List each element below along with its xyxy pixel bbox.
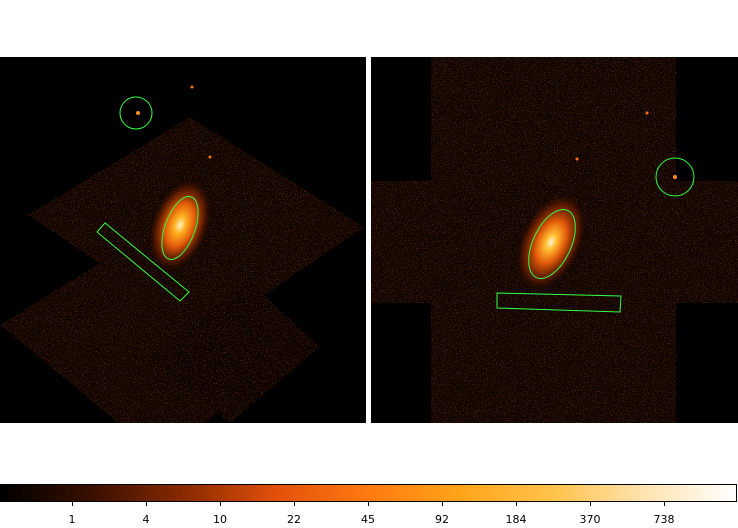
colorbar-tick-label: 738 — [653, 513, 675, 526]
left-galaxy-glow — [147, 176, 213, 274]
colorbar — [0, 484, 737, 502]
colorbar-tick-mark — [590, 502, 591, 506]
colorbar-tick-mark — [516, 502, 517, 506]
left-point-source — [190, 85, 194, 89]
right-point-source — [673, 175, 677, 179]
right-point-source — [645, 111, 649, 115]
colorbar-tick-label: 45 — [361, 513, 375, 526]
colorbar-tick-mark — [442, 502, 443, 506]
right-ellipse-region — [528, 209, 576, 279]
left-point-source — [136, 111, 140, 115]
colorbar-tick-mark — [294, 502, 295, 506]
left-ellipse-region — [161, 196, 199, 260]
colorbar-tick-mark — [72, 502, 73, 506]
left-image-panel — [0, 57, 366, 423]
right-box-region — [496, 292, 622, 313]
right-image-panel — [371, 57, 738, 423]
left-box-region — [96, 222, 190, 302]
colorbar-tick-label: 22 — [287, 513, 301, 526]
left-xray-image — [0, 85, 364, 423]
colorbar-tick-mark — [664, 502, 665, 506]
colorbar-tick-label: 370 — [579, 513, 601, 526]
colorbar-tick-label: 184 — [505, 513, 527, 526]
colorbar-gradient — [1, 485, 736, 501]
colorbar-tick-mark — [220, 502, 221, 506]
left-point-source — [208, 155, 212, 159]
colorbar-tick-mark — [146, 502, 147, 506]
colorbar-tick-mark — [368, 502, 369, 506]
colorbar-tick-label: 92 — [435, 513, 449, 526]
right-point-source — [575, 157, 579, 161]
colorbar-tick-label: 1 — [68, 513, 76, 526]
right-circle-region — [655, 157, 695, 197]
left-circle-region — [119, 96, 153, 130]
right-xray-image — [371, 57, 738, 423]
colorbar-tick-label: 4 — [142, 513, 150, 526]
colorbar-tick-label: 10 — [213, 513, 227, 526]
right-galaxy-glow — [514, 191, 588, 293]
